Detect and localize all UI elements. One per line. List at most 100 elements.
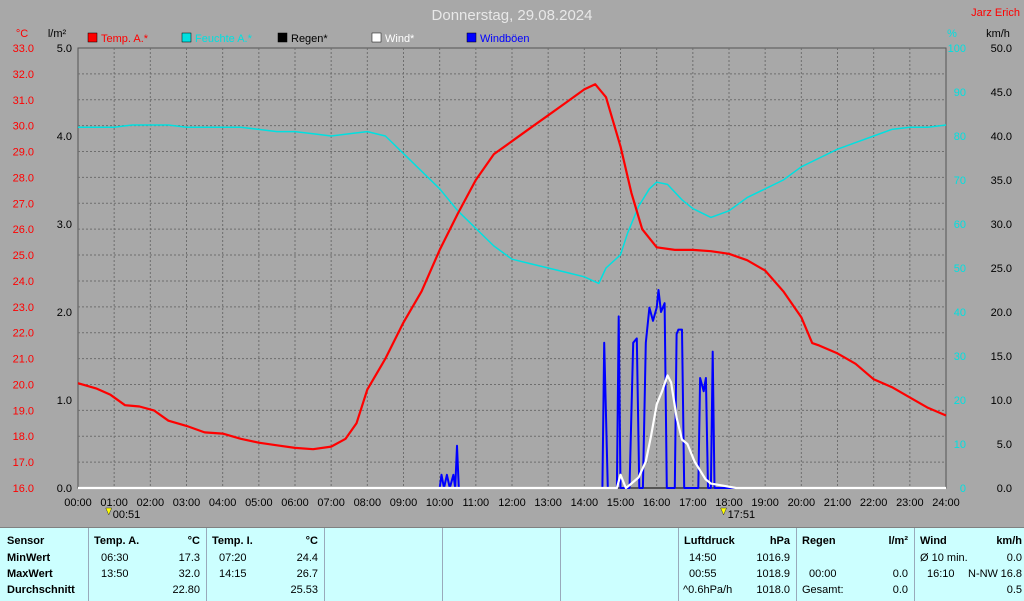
x-tick-label: 05:00 [245,497,273,509]
x-tick-label: 00:00 [64,497,92,509]
humidity-tick-label: 20 [954,395,966,407]
temp-tick-label: 22.0 [13,328,34,340]
temp-a-max-value: 32.0 [178,568,200,580]
wind-tick-label: 35.0 [991,175,1012,187]
humidity-axis-unit: % [947,28,957,40]
wind-tick-label: 5.0 [997,439,1012,451]
pressure-trend: ^0.6hPa/h [683,584,733,596]
x-tick-label: 22:00 [860,497,888,509]
sunrise-icon [105,507,113,516]
x-tick-label: 08:00 [354,497,382,509]
weather-chart: Donnerstag, 29.08.2024 Jarz Erich Temp. … [13,7,1020,521]
temp-tick-label: 31.0 [13,95,34,107]
temp-a-max-time: 13:50 [101,568,129,580]
wind-max-time: 16:10 [927,568,955,580]
temp-tick-label: 29.0 [13,147,34,159]
x-tick-label: 18:00 [715,497,743,509]
temp-tick-label: 33.0 [13,43,34,55]
temp-tick-label: 26.0 [13,224,34,236]
wind-title: Wind [920,535,947,547]
wind-axis-unit: km/h [986,28,1010,40]
wind-tick-label: 25.0 [991,263,1012,275]
station-author: Jarz Erich [971,7,1020,19]
x-tick-label: 12:00 [498,497,526,509]
wind-tick-label: 15.0 [991,351,1012,363]
x-tick-label: 04:00 [209,497,237,509]
temp-i-avg-value: 25.53 [290,584,318,596]
pressure-title: Luftdruck [684,535,735,547]
x-tick-label: 13:00 [534,497,562,509]
temp-tick-label: 32.0 [13,69,34,81]
humidity-tick-label: 40 [954,307,966,319]
wind-avg-value: 0.0 [1006,552,1022,564]
temp-tick-label: 18.0 [13,431,34,443]
pressure-max-value: 1018.9 [756,568,790,580]
rain-tick-label: 0.0 [57,483,72,495]
temp-tick-label: 24.0 [13,276,34,288]
rain-tick-label: 5.0 [57,43,72,55]
rain-tick-label: 3.0 [57,219,72,231]
humidity-tick-label: 60 [954,219,966,231]
row-maxwert: MaxWert [7,568,53,580]
rain-axis-unit: l/m² [48,28,67,40]
temp-a-min-value: 17.3 [178,552,200,564]
sunrise-time: 00:51 [113,509,141,521]
x-tick-label: 11:00 [462,497,489,509]
row-durchschnitt: Durchschnitt [7,584,75,596]
x-tick-label: 03:00 [173,497,201,509]
rain-total-label: Gesamt: [802,584,844,596]
temp-i-min-value: 24.4 [296,552,318,564]
pressure-avg-value: 1018.0 [756,584,790,596]
temp-tick-label: 16.0 [13,483,34,495]
x-tick-label: 01:00 [100,497,128,509]
sun-markers: 00:51 17:51 [105,507,755,521]
pressure-unit: hPa [769,535,790,547]
wind-unit: km/h [996,535,1022,547]
temp-i-title: Temp. I. [212,535,253,547]
wind-tick-label: 0.0 [997,483,1012,495]
legend-swatch [277,32,288,43]
x-tick-label: 23:00 [896,497,924,509]
rain-tick-label: 2.0 [57,307,72,319]
legend-swatch [466,32,477,43]
wind-tick-label: 10.0 [991,395,1012,407]
temp-a-avg-value: 22.80 [172,584,200,596]
temperature-line [77,83,947,451]
wind-avg-label: Ø 10 min. [920,552,968,564]
legend-label: Regen* [291,33,328,45]
humidity-line [78,124,947,285]
x-tick-label: 06:00 [281,497,309,509]
temp-tick-label: 28.0 [13,172,34,184]
temp-a-title: Temp. A. [94,535,140,547]
wind-tick-label: 40.0 [991,131,1012,143]
rain-title: Regen [802,535,836,547]
temp-tick-label: 21.0 [13,354,34,366]
legend-swatch [181,32,192,43]
wind-tick-label: 20.0 [991,307,1012,319]
legend-label: Windböen [480,33,530,45]
temp-a-unit: °C [187,535,200,547]
grid [78,48,946,488]
humidity-tick-label: 10 [954,439,966,451]
x-tick-label: 21:00 [824,497,852,509]
rain-total-value: 0.0 [892,584,908,596]
legend-label: Wind* [385,33,415,45]
humidity-tick-label: 90 [954,87,966,99]
wind-tick-label: 30.0 [991,219,1012,231]
temp-tick-label: 23.0 [13,302,34,314]
x-tick-label: 20:00 [788,497,816,509]
humidity-tick-label: 50 [954,263,966,275]
series-layer [77,83,947,490]
wind-day-avg-value: 0.5 [1006,584,1022,596]
x-tick-label: 07:00 [317,497,345,509]
wind-tick-label: 50.0 [991,43,1012,55]
wind-line [78,374,946,490]
humidity-tick-label: 30 [954,351,966,363]
sunset-icon [720,507,727,516]
temp-tick-label: 17.0 [13,457,34,469]
rain-tick-label: 4.0 [57,131,72,143]
x-tick-label: 09:00 [390,497,418,509]
x-tick-label: 19:00 [751,497,779,509]
legend-label: Temp. A.* [101,33,149,45]
temp-tick-label: 19.0 [13,405,34,417]
